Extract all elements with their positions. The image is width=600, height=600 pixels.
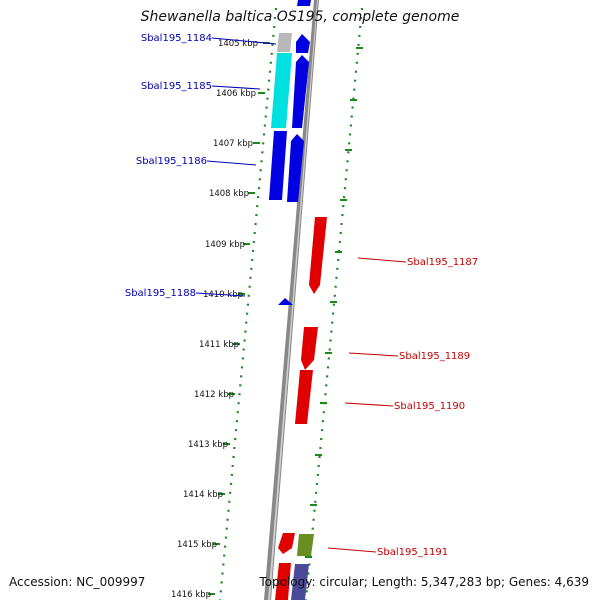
cds-forward: [269, 131, 287, 200]
gene-label[interactable]: Sbal195_1187: [407, 257, 478, 268]
cds-forward: [292, 55, 309, 128]
tick-label: 1409 kbp: [205, 240, 245, 250]
outer-guide-ring-left: [218, 7, 278, 600]
tick-marks: [208, 42, 270, 595]
gene-label[interactable]: Sbal195_1190: [394, 401, 465, 412]
accession-text: Accession: NC_009997: [9, 575, 146, 589]
genome-title: Shewanella baltica OS195, complete genom…: [140, 9, 460, 25]
cds-reverse: [301, 327, 318, 370]
tick-label: 1412 kbp: [194, 390, 234, 400]
outer-guide-ring-right: [304, 7, 364, 600]
tick-label: 1416 kbp: [171, 590, 211, 600]
genome-backbone-highlight: [268, 0, 318, 600]
cds-forward: [296, 34, 310, 53]
gene-label[interactable]: Sbal195_1189: [399, 351, 470, 362]
forward-strand-features: [269, 33, 295, 600]
gene-label[interactable]: Sbal195_1191: [377, 547, 448, 558]
gene-label[interactable]: Sbal195_1188: [125, 288, 196, 299]
tick-label: 1414 kbp: [183, 490, 223, 500]
reverse-strand-features: [287, 0, 327, 600]
genome-summary-text: Topology: circular; Length: 5,347,283 bp…: [259, 575, 589, 589]
label-leaders: [195, 37, 407, 553]
tick-label: 1407 kbp: [213, 139, 253, 149]
tick-label: 1408 kbp: [209, 189, 249, 199]
olive-feature: [297, 534, 314, 556]
tick-label: 1411 kbp: [199, 340, 239, 350]
cds-forward: [287, 134, 304, 202]
cds-cyan: [271, 53, 292, 128]
cds-reverse: [275, 563, 291, 600]
cds-forward: [297, 0, 311, 6]
cds-reverse: [309, 217, 327, 294]
indigo-feature: [291, 564, 309, 600]
gene-label[interactable]: Sbal195_1186: [136, 156, 207, 167]
tick-label: 1405 kbp: [218, 39, 258, 49]
cds-reverse: [295, 370, 313, 424]
gene-label[interactable]: Sbal195_1185: [141, 81, 212, 92]
tick-label: 1406 kbp: [216, 89, 256, 99]
tick-marks-right: [305, 47, 363, 558]
cds-forward-small: [278, 298, 293, 305]
gene-label[interactable]: Sbal195_1184: [141, 33, 212, 44]
tick-label: 1415 kbp: [177, 540, 217, 550]
grey-feature: [277, 33, 292, 52]
tick-label: 1413 kbp: [188, 440, 228, 450]
cds-reverse: [278, 533, 295, 554]
